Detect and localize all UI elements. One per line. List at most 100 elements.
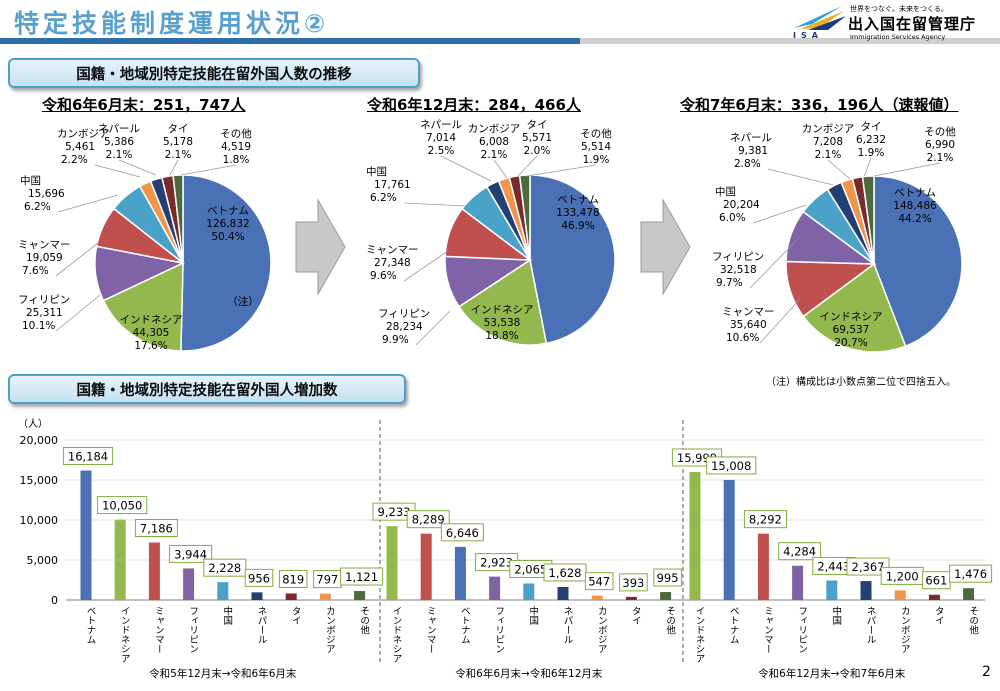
category-label: カンボジア xyxy=(596,606,608,654)
category-label: 中国 xyxy=(830,605,842,626)
pie-slice xyxy=(102,261,184,352)
data-label-box xyxy=(340,567,384,586)
category-label: フィリピン xyxy=(187,606,198,654)
bar xyxy=(386,526,398,600)
group-caption: 令和5年12月末→令和6年6月末 xyxy=(149,667,297,680)
slice-value: 15,696 xyxy=(28,188,65,200)
slice-pct: 10.1% xyxy=(22,320,55,332)
slice-label: ネパール xyxy=(420,119,462,131)
data-label: 4,284 xyxy=(783,545,816,559)
slice-pct: 50.4% xyxy=(211,231,244,243)
leader-line xyxy=(57,194,119,213)
data-label: 8,289 xyxy=(412,513,445,527)
slice-label: フィリピン xyxy=(378,308,430,320)
y-tick-label: 0 xyxy=(51,594,58,607)
bar xyxy=(757,533,769,600)
data-label: 15,008 xyxy=(711,459,751,473)
leader-line xyxy=(118,159,157,176)
leader-line xyxy=(403,202,467,207)
leader-line xyxy=(55,294,101,332)
slice-pct: 1.8% xyxy=(223,154,250,166)
pie-annotation: （注） xyxy=(227,295,259,308)
slice-label: タイ xyxy=(527,119,548,131)
pie-title-2: 令和6年12月末：284，466人 xyxy=(367,96,581,114)
leader-line xyxy=(55,242,99,277)
bar xyxy=(183,568,195,600)
slice-value: 20,204 xyxy=(723,199,760,211)
category-label: フィリピン xyxy=(796,606,807,654)
category-label: その他 xyxy=(664,606,676,635)
bar xyxy=(963,588,975,600)
bar xyxy=(80,470,92,600)
y-tick-label: 20,000 xyxy=(20,434,59,447)
category-label: インドネシア xyxy=(391,606,403,663)
bar xyxy=(114,519,126,600)
data-label: 797 xyxy=(316,573,338,587)
slice-label: カンボジア xyxy=(468,123,521,135)
slice-value: 7,014 xyxy=(426,132,456,144)
category-label: ミャンマー xyxy=(153,606,164,654)
pie-slice xyxy=(861,175,875,265)
category-label: ミャンマー xyxy=(425,606,436,654)
bar xyxy=(625,596,637,600)
bar xyxy=(285,593,297,600)
leader-line xyxy=(180,164,237,176)
data-label: 6,646 xyxy=(446,526,479,540)
slice-value: 19,059 xyxy=(26,252,63,264)
footnote: （注）構成比は小数点第二位で四捨五入。 xyxy=(766,377,956,388)
category-label: ネパール xyxy=(865,606,877,644)
bar xyxy=(723,479,735,600)
data-label: 10,050 xyxy=(102,499,142,513)
page-number: 2 xyxy=(982,664,991,680)
bar-group-1: 16,184 ベトナム 10,050 インドネシア 7,186 ミャンマー 3,944 フィリ… xyxy=(62,447,384,680)
y-tick-label: 10,000 xyxy=(20,514,59,527)
data-label-box xyxy=(619,573,648,592)
bar xyxy=(557,586,569,600)
slice-label: フィリピン xyxy=(712,251,764,263)
arrow-right-icon xyxy=(295,198,346,296)
bar xyxy=(148,542,160,600)
slice-label: カンボジア xyxy=(802,123,855,135)
data-label-box xyxy=(97,496,148,515)
data-label-box xyxy=(406,510,450,529)
data-label-box xyxy=(743,510,787,529)
slice-label: インドネシア xyxy=(820,311,883,323)
slice-pct: 2.1% xyxy=(481,149,508,161)
logo-name: 出入国在留管理庁 xyxy=(848,15,977,33)
category-label: カンボジア xyxy=(324,606,336,654)
data-label: 2,065 xyxy=(514,562,547,576)
group-caption: 令和6年12月末→令和7年6月末 xyxy=(758,667,906,680)
data-label-box xyxy=(134,519,178,538)
slice-value: 9,381 xyxy=(738,145,768,157)
slice-label: その他 xyxy=(580,127,612,140)
slice-label: ネパール xyxy=(730,132,772,144)
bar xyxy=(354,591,366,600)
data-label-box xyxy=(706,456,757,475)
slice-label: カンボジア xyxy=(57,128,110,140)
slice-pct: 2.1% xyxy=(927,152,954,164)
slice-pct: 2.1% xyxy=(106,149,133,161)
agency-logo: 世界をつなぐ。未来をつくる。 出入国在留管理庁 Immigration Serv… xyxy=(790,2,995,42)
bar-group-3: 15,999インドネシア15,008ベトナム8,292ミャンマー4,284フィリ… xyxy=(671,448,993,680)
slice-pct: 9.7% xyxy=(716,277,743,289)
slice-value: 6,232 xyxy=(856,134,886,146)
slice-pct: 20.7% xyxy=(834,337,867,349)
category-label: 中国 xyxy=(221,605,233,626)
category-label: インドネシア xyxy=(119,606,131,663)
category-label: ネパール xyxy=(562,606,574,644)
logo-slogan: 世界をつなぐ。未来をつくる。 xyxy=(850,5,948,13)
data-label: 2,228 xyxy=(208,561,241,575)
slice-value: 126,832 xyxy=(206,218,249,230)
slice-pct: 18.8% xyxy=(485,330,518,342)
category-label: タイ xyxy=(933,606,945,625)
slice-label: フィリピン xyxy=(18,294,70,306)
slice-label: ベトナム xyxy=(557,194,599,206)
pie-title-3: 令和7年6月末：336，196人（速報値） xyxy=(680,96,959,114)
slice-label: タイ xyxy=(861,121,882,133)
category-label: 中国 xyxy=(527,605,539,626)
pie-slice xyxy=(518,174,531,261)
bar xyxy=(319,593,331,600)
data-label: 547 xyxy=(588,575,610,589)
